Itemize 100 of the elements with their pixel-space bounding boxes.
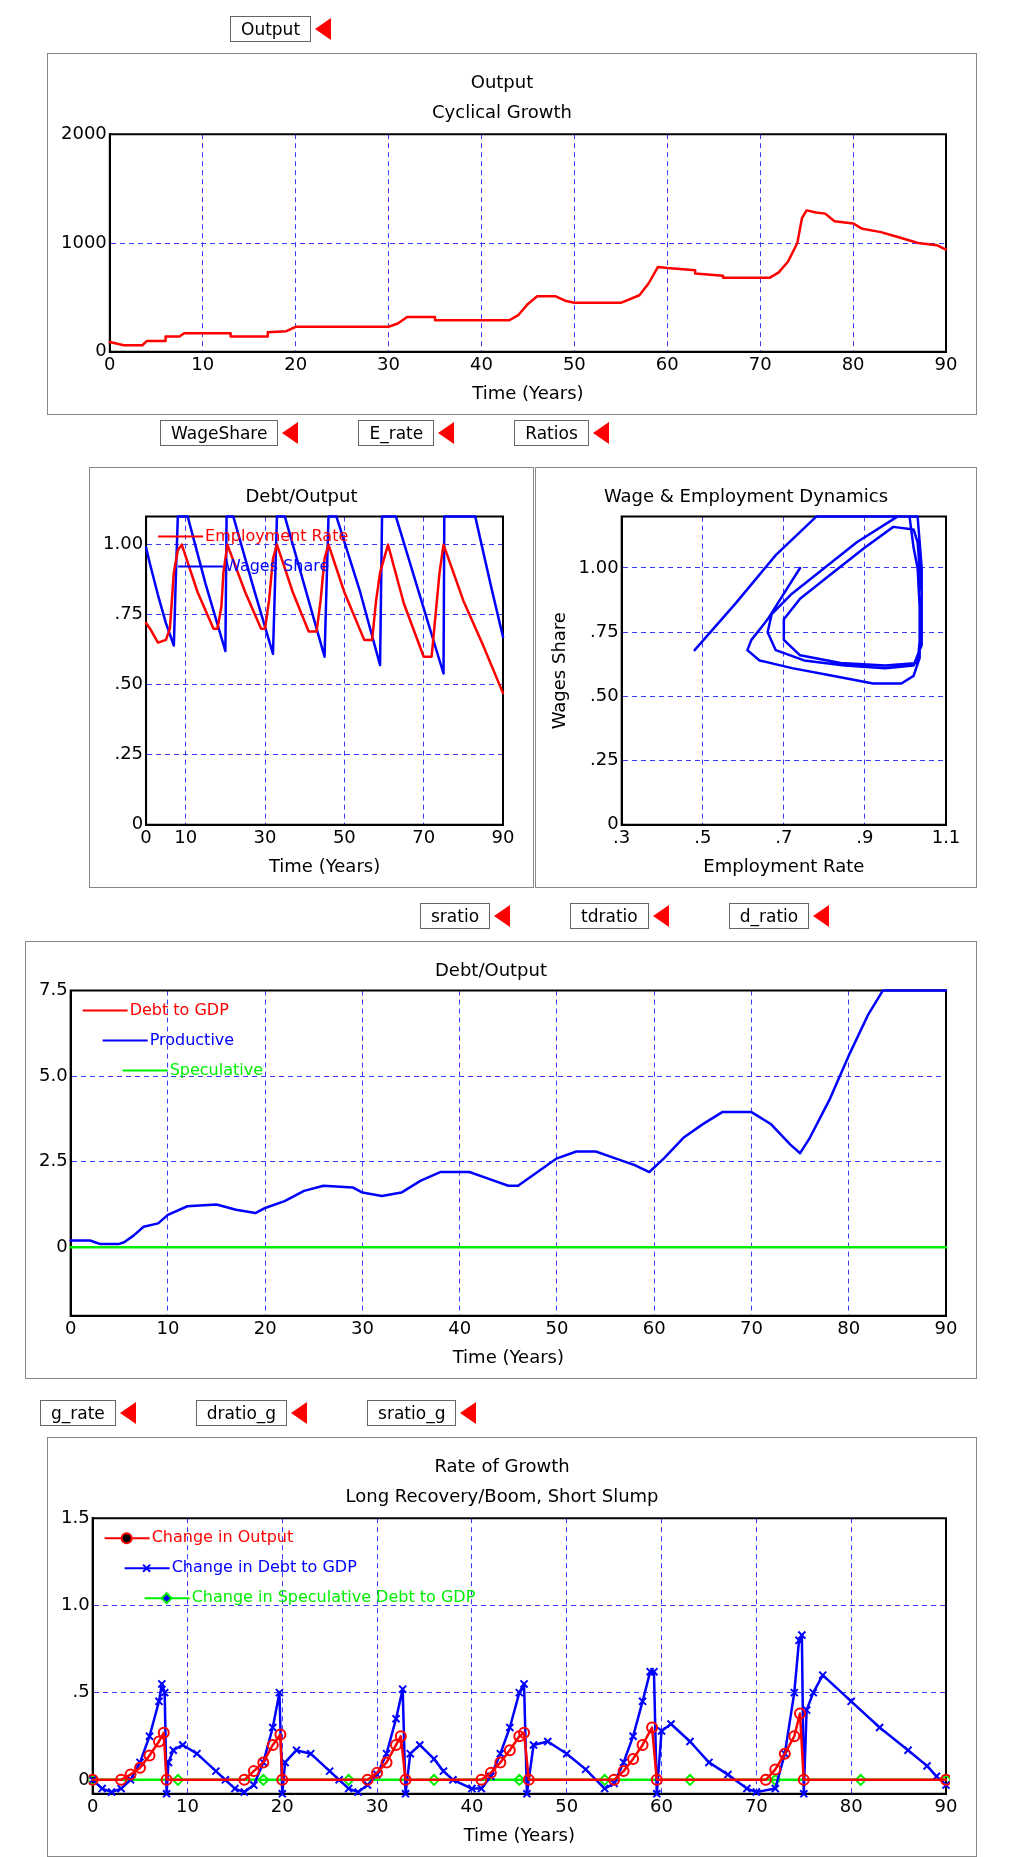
y-tick-label: 1.0 bbox=[60, 1593, 90, 1615]
point bbox=[160, 1773, 173, 1786]
x-tick-label: 40 bbox=[460, 1795, 484, 1817]
legend-label: Debt to GDP bbox=[129, 999, 230, 1019]
legend-label: Change in Speculative Debt to GDP bbox=[191, 1587, 476, 1607]
x-tick-label: 70 bbox=[744, 1795, 768, 1817]
point bbox=[854, 1773, 867, 1786]
x-tick-label: 70 bbox=[740, 1317, 763, 1339]
point bbox=[380, 1756, 393, 1769]
x-tick-label: .5 bbox=[694, 826, 712, 848]
x-tick-label: .7 bbox=[775, 826, 793, 848]
y-tick-label: 1.5 bbox=[60, 1505, 90, 1527]
x-tick-label: 90 bbox=[934, 353, 958, 375]
point bbox=[646, 1721, 659, 1734]
point bbox=[143, 1749, 156, 1762]
point bbox=[274, 1728, 287, 1741]
x-tick-label: 10 bbox=[191, 353, 215, 375]
x-tick-label: 30 bbox=[350, 1317, 374, 1339]
x-axis-title: Time (Years) bbox=[267, 854, 381, 876]
chart-title: Debt/Output bbox=[434, 959, 548, 981]
text: Output bbox=[230, 16, 312, 42]
y-tick-label: 2.5 bbox=[38, 1149, 68, 1171]
y-tick-label: 2000 bbox=[61, 121, 107, 143]
point bbox=[361, 1773, 374, 1786]
point bbox=[518, 1726, 531, 1739]
y-tick-label: .50 bbox=[590, 684, 619, 706]
x-tick-label: .9 bbox=[856, 826, 874, 848]
point bbox=[484, 1766, 497, 1779]
point bbox=[276, 1773, 289, 1786]
text: sratio_g bbox=[367, 1400, 457, 1426]
point bbox=[513, 1730, 526, 1743]
x-tick-label: 10 bbox=[175, 1795, 199, 1817]
y-tick-label: 0 bbox=[56, 1235, 68, 1257]
text: Ratios bbox=[514, 420, 589, 446]
x-tick-label: 10 bbox=[156, 1317, 180, 1339]
point bbox=[153, 1735, 165, 1748]
y-tick-label: .25 bbox=[590, 748, 619, 770]
x-tick-label: 10 bbox=[174, 826, 198, 848]
x-tick-label: 1.1 bbox=[931, 826, 961, 848]
point bbox=[115, 1773, 128, 1786]
x-tick-label: 30 bbox=[253, 826, 277, 848]
y-tick-label: 7.5 bbox=[38, 978, 68, 1000]
x-axis-title: Time (Years) bbox=[462, 1823, 575, 1845]
y-tick-label: 1.00 bbox=[578, 555, 619, 577]
x-tick-label: 80 bbox=[841, 353, 865, 375]
x-tick-label: 90 bbox=[934, 1317, 958, 1339]
x-tick-label: 20 bbox=[253, 1317, 277, 1339]
y-tick-label: 1.00 bbox=[103, 532, 144, 554]
x-tick-label: 60 bbox=[655, 353, 679, 375]
y-tick-label: .50 bbox=[114, 672, 144, 694]
point bbox=[157, 1726, 170, 1739]
y-tick-label: .75 bbox=[114, 602, 144, 624]
x-axis-title: Time (Years) bbox=[451, 1345, 564, 1367]
text: WageShare bbox=[160, 420, 279, 446]
point bbox=[608, 1773, 621, 1786]
chart-subtitle: Long Recovery/Boom, Short Slump bbox=[345, 1485, 659, 1507]
legend-label: Change in Debt to GDP bbox=[171, 1557, 358, 1577]
point bbox=[247, 1765, 260, 1778]
chart-title: Debt/Output bbox=[245, 485, 358, 507]
x-tick-label: 60 bbox=[650, 1795, 673, 1817]
point bbox=[650, 1773, 663, 1786]
y-tick-label: .25 bbox=[114, 742, 144, 764]
x-tick-label: 80 bbox=[837, 1317, 861, 1339]
x-tick-label: 60 bbox=[642, 1317, 666, 1339]
chart-title: Rate of Growth bbox=[434, 1455, 570, 1477]
point bbox=[627, 1752, 640, 1765]
y-tick-label: 1000 bbox=[61, 230, 107, 252]
point bbox=[124, 1768, 137, 1781]
point bbox=[257, 1773, 270, 1786]
x-tick-label: 50 bbox=[562, 353, 586, 375]
x-tick-label: 30 bbox=[377, 353, 400, 375]
point bbox=[494, 1756, 507, 1769]
point bbox=[427, 1773, 440, 1786]
point bbox=[788, 1730, 801, 1743]
x-tick-label: 50 bbox=[555, 1795, 579, 1817]
x-tick-label: 70 bbox=[412, 826, 436, 848]
x-tick-label: 70 bbox=[748, 353, 772, 375]
point bbox=[503, 1744, 516, 1757]
x-tick-label: 90 bbox=[934, 1795, 958, 1817]
y-tick-label: 5.0 bbox=[38, 1063, 68, 1085]
point bbox=[759, 1773, 772, 1786]
x-axis-title: Employment Rate bbox=[703, 854, 865, 876]
chart-subtitle: Cyclical Growth bbox=[432, 101, 572, 123]
chart-title: Output bbox=[470, 71, 534, 93]
point bbox=[475, 1773, 488, 1786]
text: tdratio bbox=[570, 903, 649, 929]
y-tick-label: 0 bbox=[607, 812, 619, 834]
point bbox=[134, 1761, 147, 1774]
x-tick-label: 80 bbox=[839, 1795, 863, 1817]
y-tick-label: .5 bbox=[72, 1680, 90, 1702]
point bbox=[522, 1773, 535, 1786]
x-tick-label: 90 bbox=[491, 826, 515, 848]
x-tick-label: 20 bbox=[270, 1795, 294, 1817]
point bbox=[371, 1766, 384, 1779]
point bbox=[266, 1738, 279, 1751]
x-axis-title: Time (Years) bbox=[471, 381, 584, 403]
chart-title: Wage & Employment Dynamics bbox=[603, 485, 889, 507]
point bbox=[342, 1773, 355, 1786]
point bbox=[797, 1773, 810, 1786]
x-tick-label: 40 bbox=[470, 353, 493, 375]
